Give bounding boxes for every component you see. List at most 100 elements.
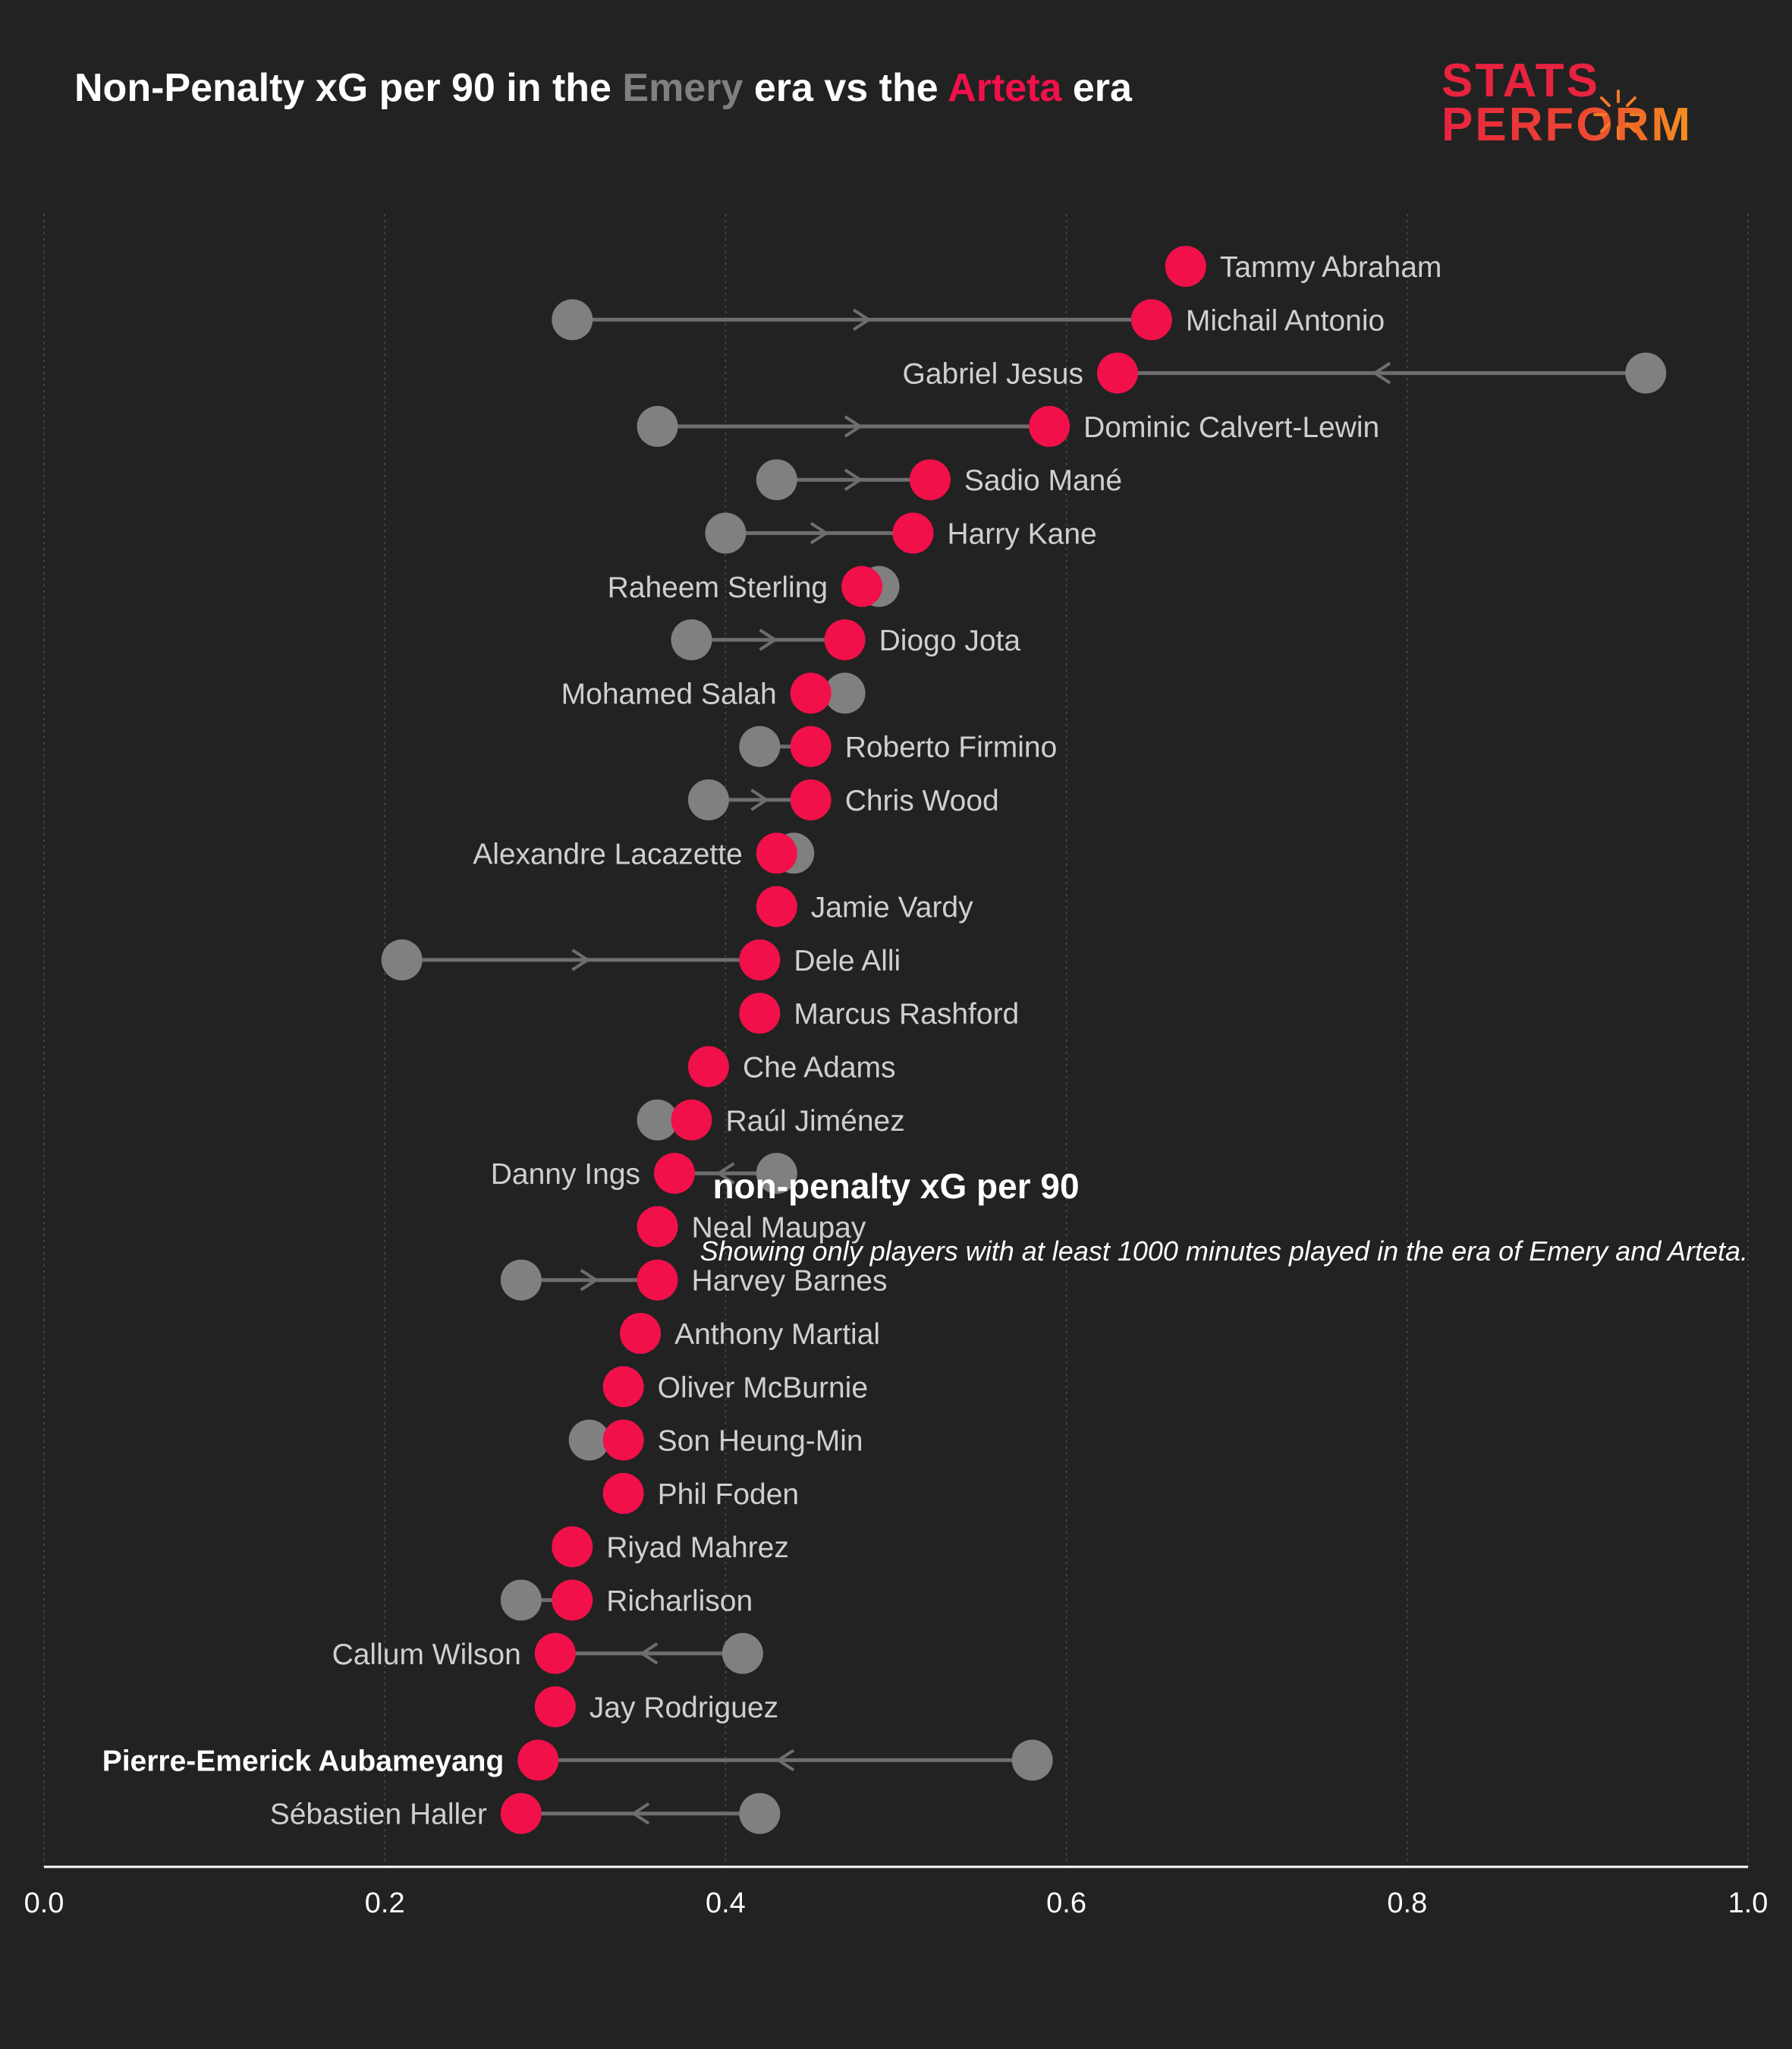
emery-dot	[824, 672, 866, 714]
logo-burst-icon	[1593, 90, 1643, 140]
arteta-dot	[534, 1632, 576, 1674]
arteta-dot	[790, 725, 832, 767]
x-axis: 0.0 0.2 0.4 0.6 0.8 1.0	[24, 1865, 1768, 1919]
player-label: Richarlison	[606, 1585, 753, 1618]
direction-arrow-icon	[580, 1269, 599, 1292]
player-label: Alexandre Lacazette	[473, 838, 743, 870]
arteta-dot	[1096, 352, 1138, 394]
title-arteta: Arteta	[948, 66, 1062, 110]
player-label: Sadio Mané	[964, 464, 1122, 497]
title-pre: Non-Penalty xG per 90 in the	[74, 66, 623, 110]
player-label: Dominic Calvert-Lewin	[1083, 411, 1379, 444]
player-row: Jay Rodriguez	[534, 1686, 778, 1728]
arteta-dot	[756, 833, 797, 874]
player-label: Che Adams	[743, 1052, 896, 1084]
arteta-dot	[500, 1792, 542, 1834]
player-label: Gabriel Jesus	[903, 358, 1083, 391]
direction-arrow-icon	[571, 949, 591, 971]
player-label: Neal Maupay	[692, 1211, 866, 1244]
player-label: Phil Foden	[658, 1478, 799, 1511]
x-tick-label: 0.6	[1046, 1887, 1086, 1919]
player-label: Roberto Firmino	[845, 732, 1058, 764]
player-row: Michail Antonio	[552, 299, 1385, 341]
logo-line-1: STATS	[1441, 55, 1601, 107]
arteta-dot	[1130, 299, 1172, 341]
direction-arrow-icon	[759, 628, 778, 651]
player-label: Riyad Mahrez	[606, 1531, 789, 1564]
stats-perform-logo: STATS PERFORM	[1441, 55, 1715, 158]
player-row: Danny Ings	[491, 1153, 797, 1194]
player-row: Oliver McBurnie	[602, 1366, 868, 1408]
player-row: Riyad Mahrez	[552, 1526, 789, 1568]
player-row: Sadio Mané	[756, 459, 1122, 501]
arteta-dot	[534, 1686, 576, 1728]
direction-arrow-icon	[715, 1162, 735, 1185]
player-label: Marcus Rashford	[794, 998, 1019, 1031]
arteta-dot	[671, 1099, 712, 1141]
footnote: Showing only players with at least 1000 …	[700, 1235, 1748, 1267]
player-row: Neal Maupay	[637, 1206, 866, 1248]
arteta-dot	[602, 1366, 644, 1408]
x-tick-label: 0.0	[24, 1887, 64, 1919]
emery-dot	[705, 512, 747, 554]
emery-dot	[1011, 1739, 1053, 1781]
arteta-dot	[790, 672, 832, 714]
arteta-dot	[552, 1526, 593, 1568]
player-row: Raheem Sterling	[608, 565, 900, 607]
title-emery: Emery	[622, 66, 744, 110]
title-mid: era vs the	[743, 66, 948, 110]
player-row: Diogo Jota	[671, 619, 1021, 661]
player-label: Sébastien Haller	[270, 1799, 487, 1831]
emery-dot	[500, 1259, 542, 1301]
logo-line-2: PERFORM	[1441, 102, 1715, 149]
direction-arrow-icon	[630, 1802, 650, 1825]
player-row: Che Adams	[687, 1046, 896, 1087]
arteta-dot	[1029, 405, 1070, 447]
arteta-dot	[654, 1153, 696, 1194]
x-axis-label: non-penalty xG per 90	[712, 1166, 1080, 1206]
player-row: Callum Wilson	[332, 1632, 763, 1674]
emery-dot	[756, 1153, 797, 1194]
arteta-dot	[909, 459, 951, 501]
player-row: Dominic Calvert-Lewin	[637, 405, 1379, 447]
player-row: Roberto Firmino	[739, 725, 1058, 767]
x-tick-label: 0.8	[1387, 1887, 1427, 1919]
arteta-dot	[824, 619, 866, 661]
player-label: Oliver McBurnie	[658, 1371, 868, 1404]
arteta-dot	[620, 1313, 662, 1354]
player-row: Son Heung-Min	[568, 1419, 863, 1461]
direction-arrow-icon	[844, 415, 863, 438]
player-row: Tammy Abraham	[1165, 246, 1441, 287]
player-row: Anthony Martial	[620, 1313, 880, 1354]
player-label: Raheem Sterling	[608, 571, 828, 604]
emery-dot	[552, 299, 593, 341]
player-label: Pierre-Emerick Aubameyang	[102, 1745, 505, 1777]
direction-arrow-icon	[639, 1642, 659, 1665]
direction-arrow-icon	[844, 468, 863, 491]
player-row: Dele Alli	[381, 939, 901, 980]
player-label: Harvey Barnes	[692, 1265, 888, 1298]
arteta-dot	[602, 1419, 644, 1461]
arteta-dot	[552, 1579, 593, 1621]
arteta-dot	[1165, 246, 1206, 287]
player-label: Michail Antonio	[1186, 304, 1385, 337]
player-label: Dele Alli	[794, 945, 901, 977]
arteta-dot	[756, 886, 797, 927]
player-label: Raúl Jiménez	[725, 1105, 904, 1138]
arteta-dot	[841, 565, 883, 607]
arteta-dot	[637, 1259, 678, 1301]
chart-title: Non-Penalty xG per 90 in the Emery era v…	[74, 65, 1132, 111]
player-row: Harvey Barnes	[500, 1259, 888, 1301]
emery-dot	[637, 405, 678, 447]
player-row: Richarlison	[500, 1579, 753, 1621]
x-tick-label: 0.4	[706, 1887, 746, 1919]
player-row: Mohamed Salah	[561, 672, 866, 714]
arteta-dot	[602, 1472, 644, 1514]
player-label: Mohamed Salah	[561, 678, 777, 710]
emery-dot	[637, 1099, 678, 1141]
player-label: Callum Wilson	[332, 1638, 521, 1671]
player-label: Diogo Jota	[879, 625, 1021, 657]
player-label: Chris Wood	[845, 785, 999, 817]
player-row: Marcus Rashford	[739, 993, 1019, 1034]
